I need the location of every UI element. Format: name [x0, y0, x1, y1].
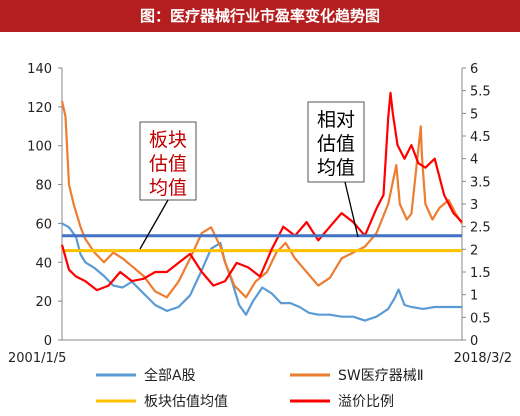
left-tick-label: 120	[27, 101, 52, 116]
annotation-text: 板块	[149, 129, 187, 151]
right-tick-label: 0	[470, 334, 478, 349]
annotation-text: 估值	[149, 153, 187, 175]
annotation-box	[139, 121, 197, 201]
left-tick-label: 60	[35, 217, 52, 232]
left-tick-label: 80	[35, 179, 52, 194]
left-tick-label: 140	[27, 62, 52, 77]
right-tick-label: 4.5	[470, 130, 491, 145]
legend-label: 溢价比例	[338, 394, 394, 410]
right-tick-label: 4	[470, 153, 478, 168]
right-tick-label: 5	[470, 107, 478, 122]
series-line	[60, 100, 463, 299]
left-tick-label: 40	[35, 256, 52, 271]
left-tick-label: 100	[27, 140, 52, 155]
right-tick-label: 5.5	[470, 85, 491, 100]
right-tick-label: 0.5	[470, 311, 491, 326]
right-tick-label: 3	[470, 198, 478, 213]
right-tick-label: 6	[470, 62, 478, 77]
annotation-pointer	[139, 199, 169, 250]
legend-label: 全部A股	[144, 367, 196, 384]
series-line	[60, 91, 463, 292]
right-tick-label: 3.5	[470, 175, 491, 190]
annotation-text: 均值	[149, 177, 187, 199]
x-start-label: 2001/1/5	[8, 351, 66, 366]
annotation-text: 均值	[317, 157, 355, 179]
chart-title: 图：医疗器械行业市盈率变化趋势图	[0, 0, 520, 32]
annotation-pointer	[344, 181, 359, 238]
right-tick-label: 2	[470, 243, 478, 258]
x-end-label: 2018/3/2	[454, 351, 512, 366]
right-tick-label: 1	[470, 289, 478, 304]
legend-label: 板块估值均值	[144, 394, 228, 410]
right-tick-label: 1.5	[470, 266, 491, 281]
legend-label: SW医疗器械Ⅱ	[338, 368, 424, 384]
annotation-text: 相对	[317, 109, 355, 131]
annotation-box	[307, 101, 365, 183]
right-tick-label: 2.5	[470, 221, 491, 236]
chart-svg: 0 20 40 60 80 100 120 140 0 0.5 1 1.5 2 2.5 3 3.5 4 4.5 5 5…	[8, 62, 512, 410]
left-tick-label: 0	[44, 334, 52, 349]
series-line	[61, 222, 462, 322]
left-tick-label: 20	[35, 295, 52, 310]
annotation-text: 估值	[317, 133, 355, 155]
